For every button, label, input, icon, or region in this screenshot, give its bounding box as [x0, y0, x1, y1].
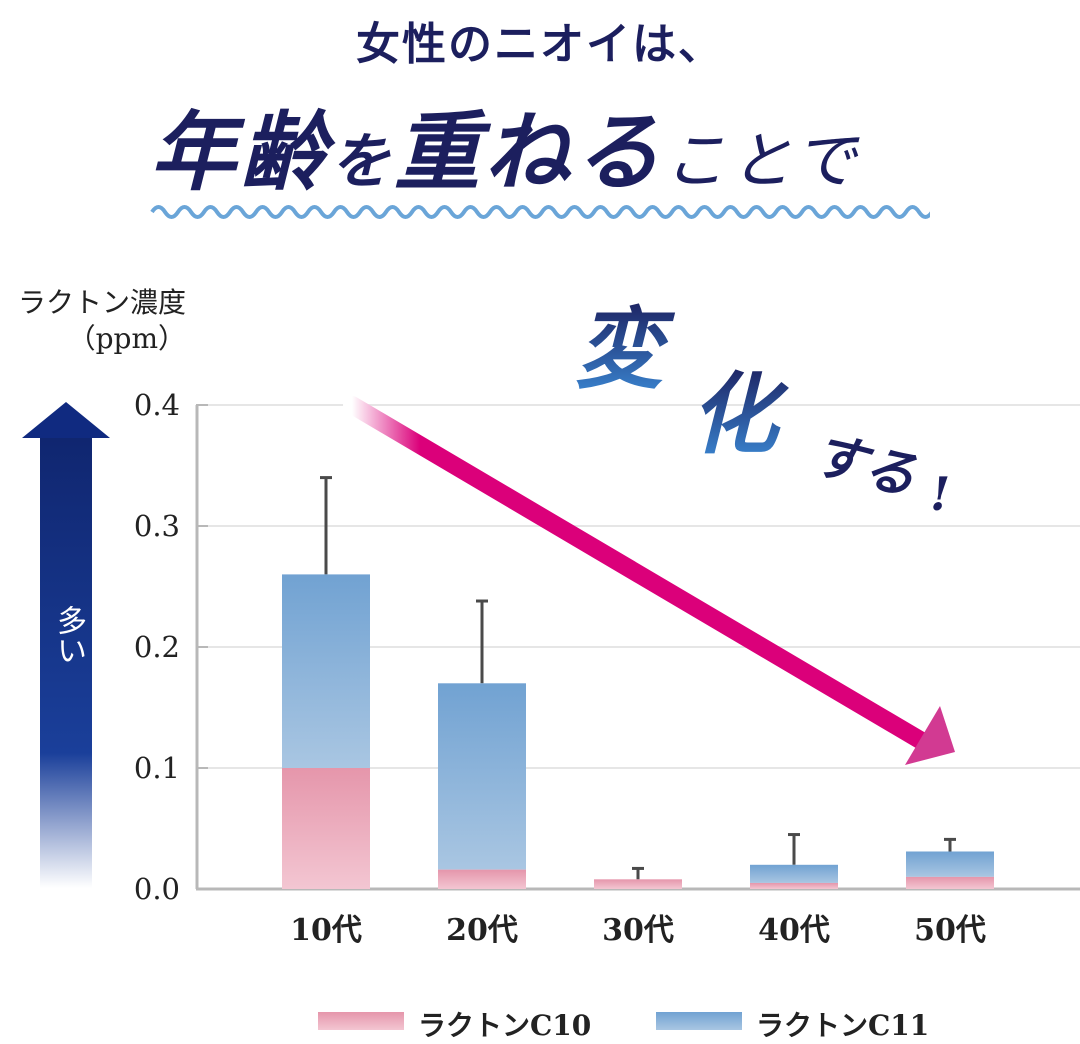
more-arrow-icon	[22, 402, 110, 888]
bar-group	[438, 599, 526, 889]
bar-segment-c11	[906, 851, 994, 877]
y-tick: 0.2	[133, 630, 180, 664]
bar-segment-c10	[594, 879, 682, 889]
bar-segment-c11	[750, 864, 838, 883]
y-tick: 0.3	[133, 509, 180, 543]
callout-henka: 変 化 する !	[575, 297, 950, 521]
legend-label-c10: ラクトンC10	[418, 1009, 592, 1042]
trend-arrow	[343, 396, 955, 765]
callout-char-hen: 変	[575, 297, 676, 401]
y-tick: 0.1	[133, 751, 180, 785]
y-axis-label-unit: （ppm）	[67, 322, 186, 355]
x-tick: 10代	[290, 913, 362, 948]
headline-wo: を	[330, 127, 394, 197]
headline-line1: 女性のニオイは、	[356, 19, 724, 70]
headline-line2: 年齢を重ねることで	[150, 82, 860, 207]
bar-segment-c10	[750, 882, 838, 889]
bar-group	[282, 476, 370, 889]
headline-kasaneru: 重ねる	[394, 102, 664, 203]
more-label: 多い	[51, 605, 86, 665]
callout-char-ka: 化	[690, 362, 789, 466]
bar-segment-c10	[282, 768, 370, 889]
x-tick: 50代	[914, 913, 986, 948]
y-tick: 0.4	[133, 388, 180, 422]
y-tick: 0.0	[133, 872, 180, 906]
callout-exclaim: !	[930, 467, 950, 521]
x-tick: 20代	[446, 913, 518, 948]
callout-suffix: する	[807, 423, 923, 507]
wavy-underline	[150, 205, 930, 219]
bar-segment-c10	[438, 869, 526, 889]
bar-group	[906, 837, 994, 889]
legend-label-c11: ラクトンC11	[756, 1009, 930, 1042]
legend-swatch-c10	[318, 1012, 404, 1030]
y-axis-label-title: ラクトン濃度	[17, 286, 186, 319]
bar-segment-c11	[282, 574, 370, 768]
bar-segment-c10	[906, 876, 994, 889]
x-tick: 30代	[602, 913, 674, 948]
headline-age: 年齢	[150, 102, 330, 203]
bar-segment-c11	[438, 683, 526, 870]
bar-group	[750, 833, 838, 889]
y-axis-label: ラクトン濃度 （ppm）	[0, 285, 186, 357]
x-tick: 40代	[758, 913, 830, 948]
headline-kotode: ことで	[664, 124, 861, 197]
bar-group	[594, 866, 682, 889]
legend-swatch-c11	[656, 1012, 742, 1030]
